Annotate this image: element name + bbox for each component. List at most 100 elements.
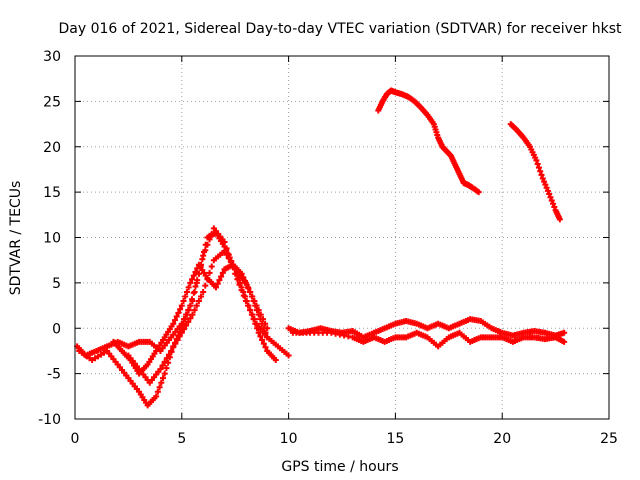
data-point [253, 325, 260, 332]
data-point [243, 298, 250, 305]
data-point [180, 298, 187, 305]
data-point [272, 357, 279, 364]
series-track-f [289, 329, 568, 350]
data-point [533, 157, 540, 164]
data-point [193, 302, 200, 309]
data-point [183, 322, 190, 329]
data-point [173, 313, 180, 320]
data-point [238, 284, 245, 291]
y-tick-label: 20 [43, 140, 61, 156]
data-point [185, 318, 192, 325]
data-point [259, 316, 266, 323]
data-point [195, 270, 202, 277]
data-point [537, 168, 544, 175]
data-point [178, 329, 185, 336]
data-point [216, 277, 223, 284]
data-point [201, 249, 208, 256]
data-point [170, 344, 177, 351]
data-point [257, 333, 264, 340]
data-point [253, 302, 260, 309]
y-tick-label: 25 [43, 94, 61, 110]
data-point [534, 160, 541, 167]
data-point [546, 190, 553, 197]
data-point [285, 352, 292, 359]
data-point [548, 197, 555, 204]
data-point [183, 311, 190, 318]
data-point [163, 365, 170, 372]
data-point [190, 289, 197, 296]
data-point [202, 282, 209, 289]
data-point [154, 388, 161, 395]
data-point [535, 164, 542, 171]
data-point [168, 347, 175, 354]
data-point [538, 171, 545, 178]
data-point [543, 184, 550, 191]
data-point [182, 293, 189, 300]
series-track-b [76, 229, 279, 409]
data-point [177, 306, 184, 313]
data-point [175, 309, 182, 316]
series-track-a [74, 225, 292, 359]
data-point [178, 302, 185, 309]
data-point [247, 288, 254, 295]
data-point [250, 316, 257, 323]
data-point [187, 302, 194, 309]
data-point [550, 200, 557, 207]
x-axis-label: GPS time / hours [281, 459, 398, 475]
data-point [259, 337, 266, 344]
y-tick-label: 5 [52, 276, 61, 292]
data-point [223, 251, 230, 258]
data-point [225, 255, 232, 262]
data-point [208, 263, 215, 270]
data-point [249, 293, 256, 300]
data-point [257, 311, 264, 318]
y-axis-ticks: -10 -5 0 5 10 15 20 25 30 [38, 49, 609, 428]
data-point [214, 280, 221, 287]
grid-lines [75, 56, 609, 419]
data-point [158, 379, 165, 386]
x-tick-label: 20 [493, 431, 511, 447]
data-point [264, 325, 271, 332]
y-tick-label: 30 [43, 49, 61, 65]
y-tick-label: -5 [47, 367, 61, 383]
data-point [242, 293, 249, 300]
y-tick-label: 10 [43, 231, 61, 247]
y-tick-label: -10 [38, 412, 61, 428]
data-point [556, 216, 563, 223]
y-tick-label: 0 [52, 321, 61, 337]
data-point [200, 288, 207, 295]
data-point [195, 298, 202, 305]
data-point [191, 307, 198, 314]
data-point [187, 279, 194, 286]
data-point [245, 302, 252, 309]
data-point [264, 334, 271, 341]
data-point [174, 337, 181, 344]
data-point [251, 298, 258, 305]
data-point [185, 307, 192, 314]
data-point [544, 187, 551, 194]
data-point [255, 329, 262, 336]
data-point [262, 344, 269, 351]
data-point [542, 181, 549, 188]
data-point [156, 384, 163, 391]
data-point [194, 277, 201, 284]
data-point [171, 317, 178, 324]
data-point [247, 307, 254, 314]
data-point [172, 340, 179, 347]
data-point [183, 288, 190, 295]
x-tick-label: 25 [600, 431, 618, 447]
data-point [242, 279, 249, 286]
data-point [189, 276, 196, 283]
data-point [227, 259, 234, 266]
data-point [160, 375, 167, 382]
x-axis-ticks: 0 5 10 15 20 25 [71, 56, 618, 447]
x-tick-label: 0 [71, 431, 80, 447]
data-point [240, 288, 247, 295]
data-point [262, 329, 269, 336]
data-point [204, 276, 211, 283]
data-point [561, 338, 568, 345]
series-track-g [375, 87, 482, 196]
data-point [212, 284, 219, 291]
data-point [202, 241, 209, 248]
